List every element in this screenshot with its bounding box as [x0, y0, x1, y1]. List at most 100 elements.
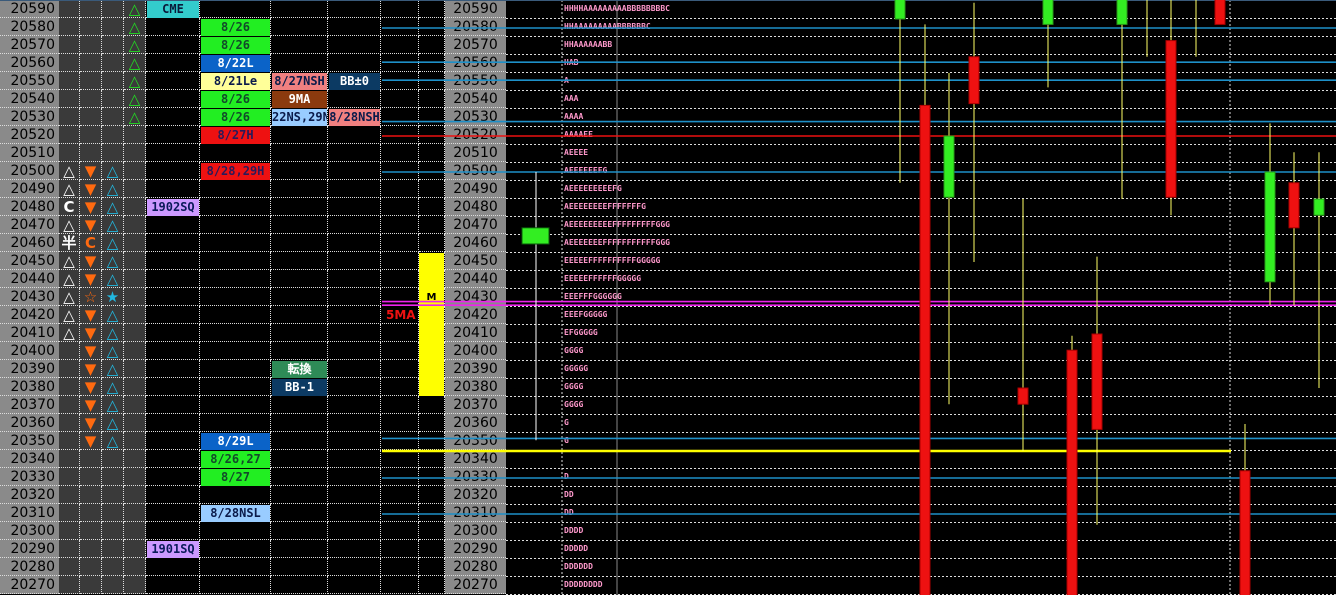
marker-cell: [124, 522, 146, 540]
grid-cell: [382, 252, 419, 270]
tpo-letters: AEEEEEEEEEFG: [564, 184, 622, 193]
grid-cell: [200, 414, 271, 432]
level-label: 転換: [272, 361, 327, 378]
price-label: 20310: [445, 504, 506, 522]
marker-cell: [80, 468, 102, 486]
grid-cell: [200, 0, 271, 18]
triangle-up-icon: △: [124, 0, 146, 18]
grid-cell: [419, 450, 445, 468]
level-label: 8/28NSL: [201, 505, 270, 522]
grid-cell: [382, 558, 419, 576]
marker-cell: [59, 468, 80, 486]
marker-cell: [102, 36, 124, 54]
candle-down: [1288, 182, 1300, 229]
candle-down: [1214, 0, 1226, 25]
grid-cell: [382, 162, 419, 180]
marker-cell: [80, 54, 102, 72]
level-label: 8/27NSH: [272, 73, 327, 90]
marker-cell: [124, 450, 146, 468]
grid-cell: [328, 432, 381, 450]
marker-cell: [80, 522, 102, 540]
level-label: 8/21Le: [201, 73, 270, 90]
grid-cell: [146, 360, 200, 378]
tpo-letters: EFGGGGG: [564, 328, 598, 337]
grid-cell: [419, 90, 445, 108]
marker-cell: [59, 576, 80, 594]
price-label: 20530: [0, 108, 59, 126]
triangle-up-icon: △: [102, 324, 124, 342]
grid-cell: [328, 180, 381, 198]
marker-cell: [124, 468, 146, 486]
tpo-letters: D: [564, 472, 569, 481]
grid-cell: [419, 468, 445, 486]
tpo-letters: GGGG: [564, 382, 584, 391]
price-label: 20570: [0, 36, 59, 54]
marker-cell: [59, 54, 80, 72]
triangle-up-icon: △: [59, 270, 80, 288]
marker-cell: [102, 450, 124, 468]
marker-cell: [102, 144, 124, 162]
grid-cell: [146, 126, 200, 144]
grid-cell: [200, 306, 271, 324]
price-label: 20360: [445, 414, 506, 432]
grid-cell: [200, 360, 271, 378]
half-marker: 半: [59, 234, 80, 252]
marker-cell: [102, 108, 124, 126]
marker-cell: [80, 450, 102, 468]
candle-down: [1017, 387, 1029, 405]
grid-cell: [271, 504, 328, 522]
level-label: 8/26: [201, 19, 270, 36]
grid-cell: [382, 324, 419, 342]
marker-cell: [80, 72, 102, 90]
grid-cell: [146, 342, 200, 360]
marker-cell: [80, 558, 102, 576]
marker-cell: [124, 378, 146, 396]
grid-cell: [328, 270, 381, 288]
grid-cell: [382, 378, 419, 396]
price-label: 20270: [445, 576, 506, 594]
grid-cell: [146, 36, 200, 54]
price-label: 20490: [445, 180, 506, 198]
grid-cell: [146, 306, 200, 324]
level-label: 8/26: [201, 91, 270, 108]
marker-cell: [102, 576, 124, 594]
grid-cell: [271, 0, 328, 18]
marker-cell: [102, 72, 124, 90]
triangle-up-icon: △: [102, 378, 124, 396]
level-label: 8/22L: [201, 55, 270, 72]
price-label: 20350: [0, 432, 59, 450]
grid-cell: [146, 396, 200, 414]
grid-cell: [271, 18, 328, 36]
grid-cell: [200, 558, 271, 576]
grid-cell: [200, 540, 271, 558]
tpo-letters: AEEEEEEEEFFFFFFFG: [564, 202, 646, 211]
marker-cell: [124, 162, 146, 180]
triangle-down-icon: ▼: [80, 252, 102, 270]
value-area-bar: [419, 253, 444, 396]
level-label: 8/27H: [201, 127, 270, 144]
candle-down: [1066, 349, 1078, 595]
grid-cell: [146, 576, 200, 594]
grid-cell: [271, 414, 328, 432]
grid-cell: [271, 468, 328, 486]
grid-cell: [382, 0, 419, 18]
level-label: CME: [147, 1, 199, 18]
candle-down: [1091, 333, 1103, 430]
candle-up: [1264, 171, 1276, 283]
marker-cell: [124, 396, 146, 414]
grid-cell: [146, 504, 200, 522]
triangle-up-icon: △: [102, 216, 124, 234]
price-label: 20540: [0, 90, 59, 108]
marker-cell: [102, 0, 124, 18]
grid-cell: [146, 234, 200, 252]
tpo-letters: GGGG: [564, 400, 584, 409]
triangle-up-icon: △: [124, 72, 146, 90]
grid-cell: [271, 54, 328, 72]
marker-cell: [80, 36, 102, 54]
grid-cell: [419, 162, 445, 180]
candle-up: [1116, 0, 1128, 25]
triangle-up-icon: △: [124, 18, 146, 36]
marker-cell: [59, 126, 80, 144]
grid-cell: [328, 342, 381, 360]
grid-cell: [271, 432, 328, 450]
